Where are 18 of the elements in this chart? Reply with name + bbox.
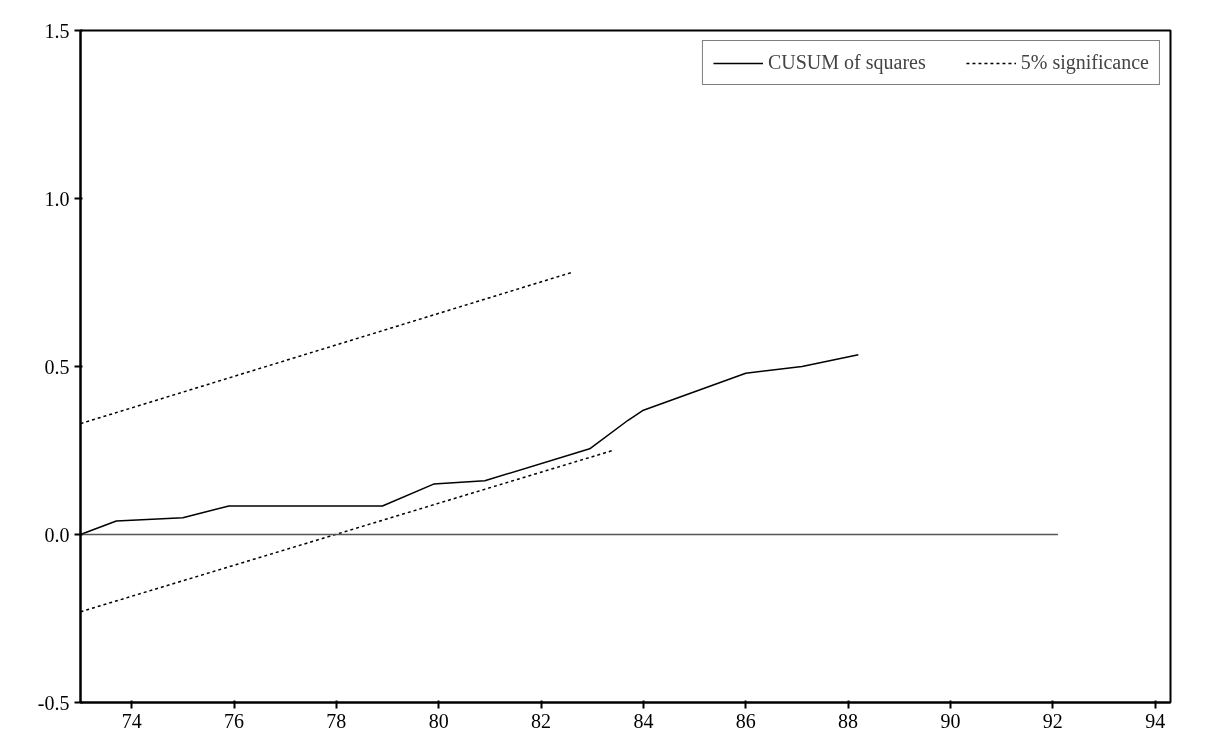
y-tick-label: 0.5 [44, 355, 70, 378]
x-tick-label: 90 [940, 709, 961, 732]
x-tick-label: 82 [531, 709, 552, 732]
x-tick-label: 86 [735, 709, 756, 732]
x-tick-label: 92 [1042, 709, 1063, 732]
y-tick-label: -0.5 [37, 691, 70, 714]
x-tick-label: 78 [326, 709, 347, 732]
legend-label: 5% significance [1020, 51, 1149, 74]
x-tick-label: 76 [224, 709, 245, 732]
x-tick-label: 84 [633, 709, 654, 732]
x-tick-label: 74 [121, 709, 142, 732]
y-tick-label: 0.0 [44, 523, 70, 546]
y-tick-label: 1.0 [44, 187, 70, 210]
x-tick-label: 88 [838, 709, 859, 732]
x-tick-label: 94 [1145, 709, 1166, 732]
legend-label: CUSUM of squares [767, 51, 926, 74]
y-tick-label: 1.5 [44, 19, 70, 42]
x-tick-label: 80 [428, 709, 449, 732]
